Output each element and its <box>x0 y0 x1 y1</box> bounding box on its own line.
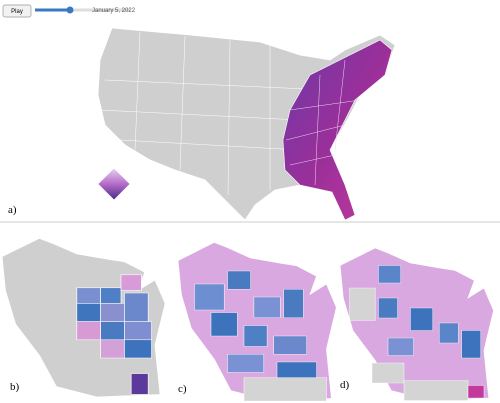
slider-thumb[interactable] <box>66 6 74 14</box>
state-borders <box>99 31 331 196</box>
map-d <box>339 247 495 402</box>
east-region <box>282 39 393 221</box>
panel-label: d) <box>340 379 350 391</box>
east-borders <box>285 59 361 186</box>
map-b <box>1 237 167 398</box>
date-label: January 5, 2022 <box>92 8 136 14</box>
panel-label: c) <box>178 383 187 395</box>
play-label: Play <box>11 9 23 15</box>
panel-label: a) <box>8 204 17 216</box>
panel-label: b) <box>10 381 20 393</box>
map-c <box>177 241 338 402</box>
legend <box>98 168 130 200</box>
play-button[interactable] <box>2 4 32 18</box>
